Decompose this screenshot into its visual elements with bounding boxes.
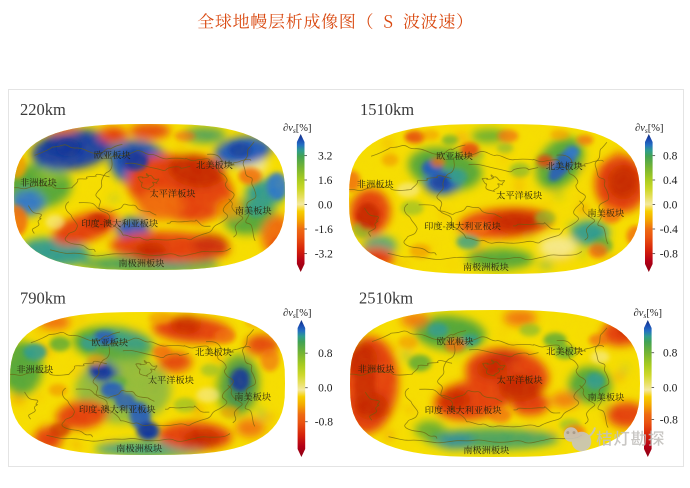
svg-text:0.0: 0.0: [318, 200, 333, 212]
svg-text:-0.4: -0.4: [660, 224, 678, 236]
svg-text:-0.8: -0.8: [315, 417, 333, 429]
svg-text:∂vs[%]: ∂vs[%]: [635, 123, 664, 135]
svg-text:-0.8: -0.8: [660, 249, 678, 261]
svg-text:0.0: 0.0: [318, 383, 333, 395]
svg-text:0.8: 0.8: [318, 348, 333, 360]
svg-text:0.0: 0.0: [663, 383, 678, 395]
svg-text:0.8: 0.8: [663, 151, 678, 163]
svg-text:∂vs[%]: ∂vs[%]: [634, 308, 663, 320]
svg-text:∂vs[%]: ∂vs[%]: [283, 308, 312, 320]
svg-text:1510km: 1510km: [360, 100, 414, 119]
svg-text:1.6: 1.6: [318, 175, 333, 187]
svg-text:220km: 220km: [20, 100, 66, 119]
svg-text:2510km: 2510km: [359, 289, 413, 308]
svg-text:0.8: 0.8: [663, 348, 678, 360]
svg-text:790km: 790km: [20, 289, 66, 308]
svg-text:0.4: 0.4: [663, 175, 678, 187]
svg-text:-1.6: -1.6: [315, 224, 333, 236]
svg-text:-3.2: -3.2: [315, 249, 333, 261]
svg-text:∂vs[%]: ∂vs[%]: [283, 123, 312, 135]
svg-text:-0.8: -0.8: [660, 415, 678, 427]
svg-text:3.2: 3.2: [318, 151, 333, 163]
svg-text:0.0: 0.0: [663, 200, 678, 212]
